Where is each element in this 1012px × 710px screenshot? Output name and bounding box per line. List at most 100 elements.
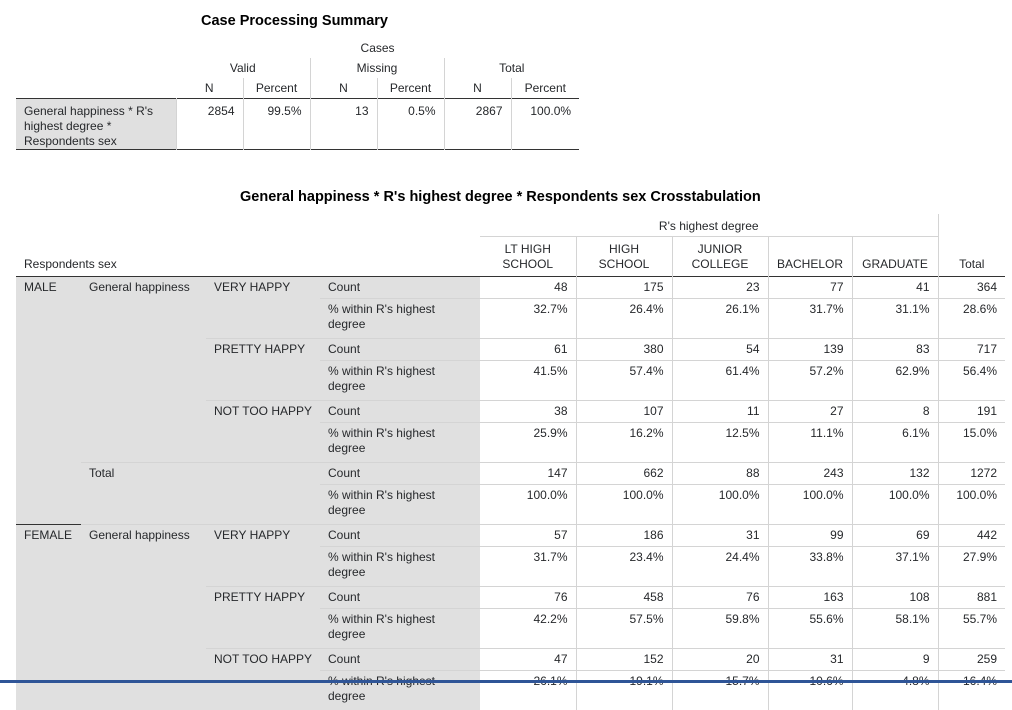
category-label: NOT TOO HAPPY (206, 649, 320, 671)
percent-cell: 27.9% (938, 547, 1005, 587)
count-cell: 11 (672, 401, 768, 423)
percent-cell: 42.2% (480, 609, 576, 649)
stat-label: Count (320, 339, 480, 361)
count-cell: 175 (576, 277, 672, 299)
value-cell: 2867 (444, 99, 511, 150)
percent-cell: 12.5% (672, 423, 768, 463)
percent-cell: 15.0% (938, 423, 1005, 463)
variable-label (81, 649, 206, 671)
value-cell: 13 (310, 99, 377, 150)
count-cell: 23 (672, 277, 768, 299)
category-label (206, 463, 320, 485)
percent-cell: 25.9% (480, 423, 576, 463)
percent-cell: 19.1% (576, 671, 672, 710)
respondents-sex-header: Respondents sex (16, 236, 480, 277)
percent-cell: 57.5% (576, 609, 672, 649)
count-cell: 69 (852, 525, 938, 547)
percent-cell: 61.4% (672, 361, 768, 401)
count-cell: 31 (672, 525, 768, 547)
col-header: N (310, 78, 377, 99)
count-cell: 76 (672, 587, 768, 609)
variable-label: General happiness (81, 525, 206, 547)
percent-cell: 62.9% (852, 361, 938, 401)
col-header: N (176, 78, 243, 99)
column-header: BACHELOR (768, 236, 852, 277)
stat-label: Count (320, 463, 480, 485)
count-cell: 380 (576, 339, 672, 361)
col-header: Percent (511, 78, 579, 99)
count-cell: 99 (768, 525, 852, 547)
value-cell: 0.5% (377, 99, 444, 150)
stat-label: Count (320, 401, 480, 423)
value-cell: 100.0% (511, 99, 579, 150)
case-processing-summary-table: Cases Valid Missing Total N Percent N Pe… (16, 38, 579, 150)
percent-cell: 57.2% (768, 361, 852, 401)
category-label: VERY HAPPY (206, 277, 320, 299)
stat-label: Count (320, 649, 480, 671)
count-cell: 54 (672, 339, 768, 361)
percent-cell: 59.8% (672, 609, 768, 649)
sex-label: FEMALE (16, 525, 81, 547)
count-cell: 191 (938, 401, 1005, 423)
sex-label (16, 463, 81, 485)
count-cell: 132 (852, 463, 938, 485)
percent-cell: 28.6% (938, 299, 1005, 339)
percent-cell: 26.1% (672, 299, 768, 339)
percent-cell: 58.1% (852, 609, 938, 649)
percent-cell: 100.0% (576, 485, 672, 525)
stat-label: Count (320, 525, 480, 547)
count-cell: 38 (480, 401, 576, 423)
percent-cell: 23.4% (576, 547, 672, 587)
bottom-rule (0, 680, 1012, 683)
col-header: Percent (377, 78, 444, 99)
count-cell: 77 (768, 277, 852, 299)
value-cell: 99.5% (243, 99, 310, 150)
percent-cell: 100.0% (938, 485, 1005, 525)
count-cell: 881 (938, 587, 1005, 609)
count-cell: 442 (938, 525, 1005, 547)
percent-cell: 37.1% (852, 547, 938, 587)
count-cell: 662 (576, 463, 672, 485)
count-cell: 107 (576, 401, 672, 423)
count-cell: 76 (480, 587, 576, 609)
percent-cell: 6.1% (852, 423, 938, 463)
count-cell: 259 (938, 649, 1005, 671)
percent-cell: 10.6% (768, 671, 852, 710)
variable-label (81, 339, 206, 361)
percent-cell: 16.4% (938, 671, 1005, 710)
count-cell: 61 (480, 339, 576, 361)
percent-cell: 55.7% (938, 609, 1005, 649)
sex-label: MALE (16, 277, 81, 299)
percent-cell: 100.0% (672, 485, 768, 525)
value-cell: 2854 (176, 99, 243, 150)
count-cell: 186 (576, 525, 672, 547)
sex-label (16, 649, 81, 671)
sex-label (16, 587, 81, 609)
percent-cell: 41.5% (480, 361, 576, 401)
category-label: PRETTY HAPPY (206, 587, 320, 609)
percent-cell: 100.0% (480, 485, 576, 525)
count-cell: 31 (768, 649, 852, 671)
count-cell: 47 (480, 649, 576, 671)
total-column-header: Total (938, 236, 1005, 277)
crosstab-title: General happiness * R's highest degree *… (240, 189, 761, 205)
case-summary-title: Case Processing Summary (201, 13, 388, 29)
count-cell: 20 (672, 649, 768, 671)
variable-label: General happiness (81, 277, 206, 299)
col-header: Percent (243, 78, 310, 99)
